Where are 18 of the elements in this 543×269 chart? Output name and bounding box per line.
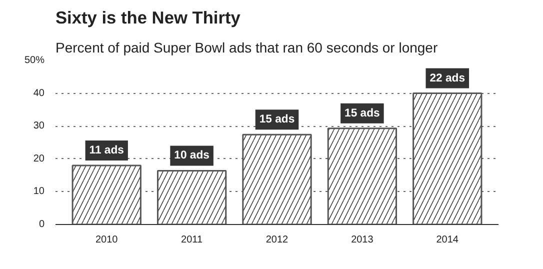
x-tick-label: 2011 <box>181 234 203 246</box>
y-tick-label: 10 <box>33 186 45 198</box>
y-tick-label: 30 <box>33 120 45 132</box>
chart-subtitle: Percent of paid Super Bowl ads that ran 60 seconds or longer <box>56 40 438 56</box>
y-tick-label: 20 <box>33 153 45 164</box>
annotation: 15 ads <box>259 114 295 126</box>
x-tick-label: 2013 <box>351 234 374 246</box>
annotation: 22 ads <box>430 72 466 84</box>
annotation: 10 ads <box>174 150 210 162</box>
x-tick-label: 2014 <box>436 234 459 246</box>
annotation: 15 ads <box>344 107 380 120</box>
y-tick-label: 0 <box>38 219 45 230</box>
annotation: 11 ads <box>89 144 124 156</box>
x-tick-label: 2010 <box>95 234 118 246</box>
x-tick-label: 2012 <box>266 234 289 246</box>
y-tick-label: 40 <box>33 88 45 99</box>
chart-title: Sixty is the New Thirty <box>56 8 241 28</box>
y-tick-label: 50% <box>24 55 45 66</box>
